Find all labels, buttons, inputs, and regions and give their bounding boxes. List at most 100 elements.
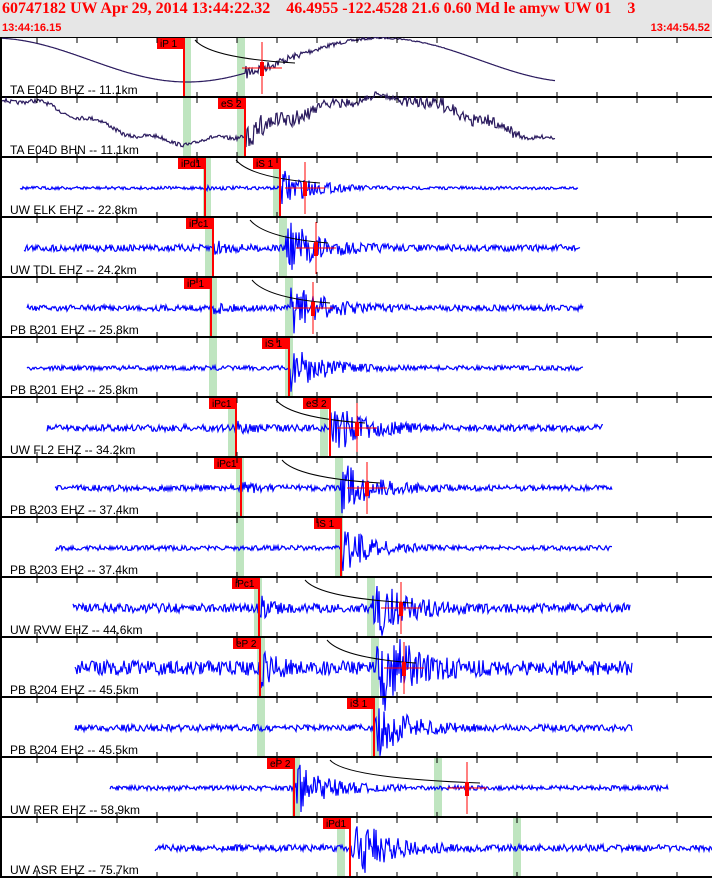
start-time: 13:44:16.15 xyxy=(2,22,62,34)
event-title: 60747182 UW Apr 29, 2014 13:44:22.32 46.… xyxy=(2,0,636,17)
waveform xyxy=(54,465,613,514)
pick-label[interactable]: iS 1 xyxy=(350,699,368,710)
waveform xyxy=(72,585,631,636)
trace-panel[interactable]: iP 1 TA E04D BHZ -- 11.1km xyxy=(0,37,712,98)
pick-label[interactable]: iPd1 xyxy=(326,819,346,830)
amplitude-bar xyxy=(303,182,307,196)
channel-label: PB B203 EH2 -- 37.4km xyxy=(10,563,138,577)
pick-flag[interactable] xyxy=(178,158,205,169)
phase-window xyxy=(203,158,211,217)
phase-window xyxy=(183,38,191,97)
trace-panel[interactable]: iS 1 PB B203 EH2 -- 37.4km xyxy=(0,518,712,578)
pick-flag[interactable] xyxy=(232,578,259,589)
trace-panel[interactable]: iPd1 UW ASR EHZ -- 75.7km xyxy=(0,818,712,878)
channel-label: UW ELK EHZ -- 22.8km xyxy=(10,203,137,217)
waveform xyxy=(74,639,633,711)
waveform xyxy=(74,708,633,756)
channel-label: UW FL2 EHZ -- 34.2km xyxy=(10,443,135,457)
pick-label[interactable]: eS 2 xyxy=(306,399,327,410)
trace-panel[interactable]: iP 1 PB B201 EHZ -- 25.8km xyxy=(0,278,712,338)
channel-label: TA E04D BHN -- 11.1km xyxy=(10,143,139,157)
seismogram-panels[interactable]: iP 1 TA E04D BHZ -- 11.1km eS 2 TA E04D BHN… xyxy=(0,37,712,878)
amplitude-bar xyxy=(465,782,469,796)
phase-window xyxy=(237,38,245,97)
waveform xyxy=(54,531,613,571)
trace-panel[interactable]: iS 1 PB B201 EH2 -- 25.8km xyxy=(0,338,712,398)
phase-window xyxy=(236,518,244,577)
pick-label[interactable]: iPc1 xyxy=(212,399,232,410)
trace-panel[interactable]: iPc1 UW TDL EHZ -- 24.2km xyxy=(0,218,712,278)
waveform xyxy=(154,826,712,873)
pick-label[interactable]: iPc1 xyxy=(189,219,209,230)
travel-time-curve xyxy=(329,759,481,784)
pick-flag[interactable] xyxy=(303,398,330,409)
travel-time-curve xyxy=(281,459,381,484)
trace-panel[interactable]: iPd1 iS 1 UW ELK EHZ -- 22.8km xyxy=(0,158,712,218)
channel-label: UW RER EHZ -- 58.9km xyxy=(10,803,140,817)
travel-time-curve xyxy=(251,279,331,304)
pick-flag[interactable] xyxy=(347,698,374,709)
trace-panel[interactable]: eS 2 TA E04D BHN -- 11.1km xyxy=(0,91,712,158)
pick-flag[interactable] xyxy=(157,38,184,49)
pick-flag[interactable] xyxy=(314,518,341,529)
pick-flag[interactable] xyxy=(184,278,211,289)
pick-label[interactable]: eP 2 xyxy=(236,639,257,650)
waveform xyxy=(23,222,581,270)
pick-flag[interactable] xyxy=(323,818,350,829)
channel-label: UW RVW EHZ -- 44.6km xyxy=(10,623,142,637)
channel-label: TA E04D BHZ -- 11.1km xyxy=(10,83,138,97)
travel-time-curve xyxy=(304,579,413,604)
pick-flag[interactable] xyxy=(262,338,289,349)
pick-label[interactable]: iS 1 xyxy=(317,519,335,530)
pick-flag[interactable] xyxy=(214,458,241,469)
travel-time-curve xyxy=(235,159,321,184)
phase-window xyxy=(367,578,375,637)
waveform xyxy=(46,410,603,448)
trace-panel[interactable]: iPc1 PB B203 EHZ -- 37.4km xyxy=(0,458,712,518)
pick-flag[interactable] xyxy=(267,758,294,769)
amplitude-bar xyxy=(260,62,264,76)
pick-label[interactable]: eS 2 xyxy=(221,99,242,110)
travel-time-curve xyxy=(326,639,417,664)
channel-label: PB B203 EHZ -- 37.4km xyxy=(10,503,139,517)
pick-flag[interactable] xyxy=(218,98,245,109)
pick-label[interactable]: iPc1 xyxy=(235,579,255,590)
pick-flag[interactable] xyxy=(186,218,213,229)
phase-window xyxy=(183,98,191,157)
phase-window xyxy=(513,818,521,877)
pick-label[interactable]: iS 1 xyxy=(256,159,274,170)
pick-label[interactable]: iPd1 xyxy=(181,159,201,170)
waveform xyxy=(26,351,584,392)
trace-panel[interactable]: eP 2 UW RER EHZ -- 58.9km xyxy=(0,758,712,818)
pick-label[interactable]: iP 1 xyxy=(160,39,177,50)
trace-panel[interactable]: iPc1 UW RVW EHZ -- 44.6km xyxy=(0,578,712,638)
trace-panel[interactable]: iS 1 PB B204 EH2 -- 45.5km xyxy=(0,698,712,758)
phase-window xyxy=(205,218,213,277)
waveform xyxy=(19,170,579,205)
amplitude-bar xyxy=(402,662,406,676)
phase-window xyxy=(237,98,245,157)
trace-panel[interactable]: eP 2 PB B204 EHZ -- 45.5km xyxy=(0,638,712,711)
trace-panel[interactable]: iPc1 eS 2 UW FL2 EHZ -- 34.2km xyxy=(0,398,712,458)
waveform xyxy=(109,764,669,813)
pick-label[interactable]: iPc1 xyxy=(217,459,237,470)
pick-flag[interactable] xyxy=(233,638,260,649)
phase-window xyxy=(434,758,442,817)
pick-flag[interactable] xyxy=(253,158,280,169)
waveform xyxy=(0,37,556,83)
event-header: 60747182 UW Apr 29, 2014 13:44:22.32 46.… xyxy=(0,0,712,37)
channel-label: UW ASR EHZ -- 75.7km xyxy=(10,863,139,877)
travel-time-curve xyxy=(275,399,366,424)
pick-label[interactable]: iS 1 xyxy=(265,339,283,350)
pick-label[interactable]: iP 1 xyxy=(187,279,204,290)
pick-label[interactable]: eP 2 xyxy=(270,759,291,770)
amplitude-bar xyxy=(314,242,318,256)
pick-flag[interactable] xyxy=(209,398,236,409)
amplitude-bar xyxy=(311,302,315,316)
channel-label: PB B204 EH2 -- 45.5km xyxy=(10,743,138,757)
channel-label: PB B201 EH2 -- 25.8km xyxy=(10,383,138,397)
end-time: 13:44:54.52 xyxy=(650,22,710,34)
amplitude-bar xyxy=(399,602,403,616)
channel-label: UW TDL EHZ -- 24.2km xyxy=(10,263,137,277)
channel-label: PB B204 EHZ -- 45.5km xyxy=(10,683,139,697)
